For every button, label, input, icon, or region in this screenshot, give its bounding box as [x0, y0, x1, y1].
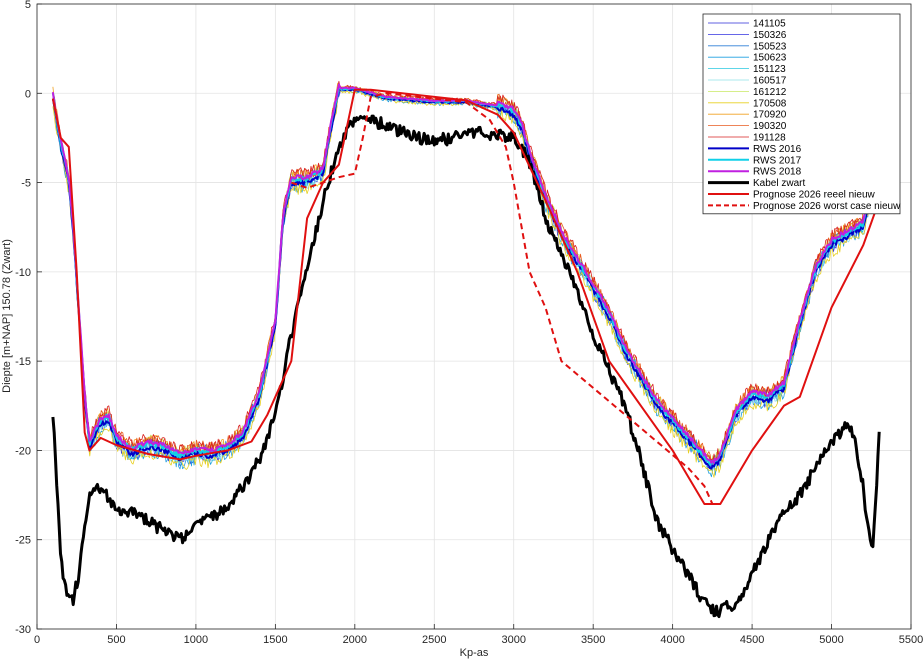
series-layer: [51, 80, 881, 619]
legend-label: 151123: [753, 64, 786, 75]
series-line-15: [51, 88, 881, 505]
x-tick-label: 1000: [184, 634, 208, 646]
legend-label: 141105: [753, 19, 786, 30]
legend: 1411051503261505231506231511231605171612…: [702, 13, 901, 215]
y-tick-label: -20: [15, 445, 31, 457]
x-tick-label: 4500: [740, 634, 764, 646]
legend-label: 190320: [753, 121, 787, 132]
x-tick-label: 3000: [501, 634, 525, 646]
x-tick-label: 1500: [263, 634, 287, 646]
y-tick-label: -25: [15, 535, 31, 547]
y-tick-label: -15: [15, 356, 31, 368]
x-tick-label: 0: [34, 634, 40, 646]
ticks: 0 500 1000 1500 2000 2500 3000 3500 4000 4500 5000…: [15, 0, 923, 646]
legend-label: Prognose 2026 reeel nieuw: [753, 190, 876, 201]
legend-label: 150623: [753, 53, 787, 64]
plot-frame: [36, 3, 912, 630]
x-tick-label: 3500: [581, 634, 605, 646]
y-tick-label: -30: [15, 624, 31, 636]
y-tick-label: -5: [21, 178, 31, 190]
legend-label: 150326: [753, 30, 787, 41]
y-tick-label: 5: [25, 0, 31, 11]
y-tick-label: 0: [25, 88, 31, 100]
legend-label: 160517: [753, 76, 787, 87]
x-axis-title: Kp-as: [460, 647, 489, 659]
x-tick-label: 2000: [343, 634, 367, 646]
x-tick-label: 2500: [422, 634, 446, 646]
legend-label: RWS 2017: [753, 155, 802, 166]
legend-label: 150523: [753, 41, 787, 52]
x-tick-label: 500: [107, 634, 125, 646]
legend-label: 170920: [753, 110, 787, 121]
legend-label: 170508: [753, 98, 787, 109]
legend-label: Kabel zwart: [753, 178, 805, 189]
x-tick-label: 5500: [899, 634, 923, 646]
x-tick-label: 5000: [819, 634, 843, 646]
legend-label: 191128: [753, 133, 786, 144]
y-axis-title: Diepte [m+NAP] 150.78 (Zwart): [1, 239, 13, 393]
x-tick-label: 4000: [660, 634, 684, 646]
legend-label: Prognose 2026 worst case nieuw: [753, 201, 901, 212]
legend-label: RWS 2016: [753, 144, 802, 155]
y-tick-label: -10: [15, 267, 31, 279]
series-line-14: [51, 114, 881, 619]
legend-label: RWS 2018: [753, 167, 802, 178]
legend-label: 161212: [753, 87, 787, 98]
